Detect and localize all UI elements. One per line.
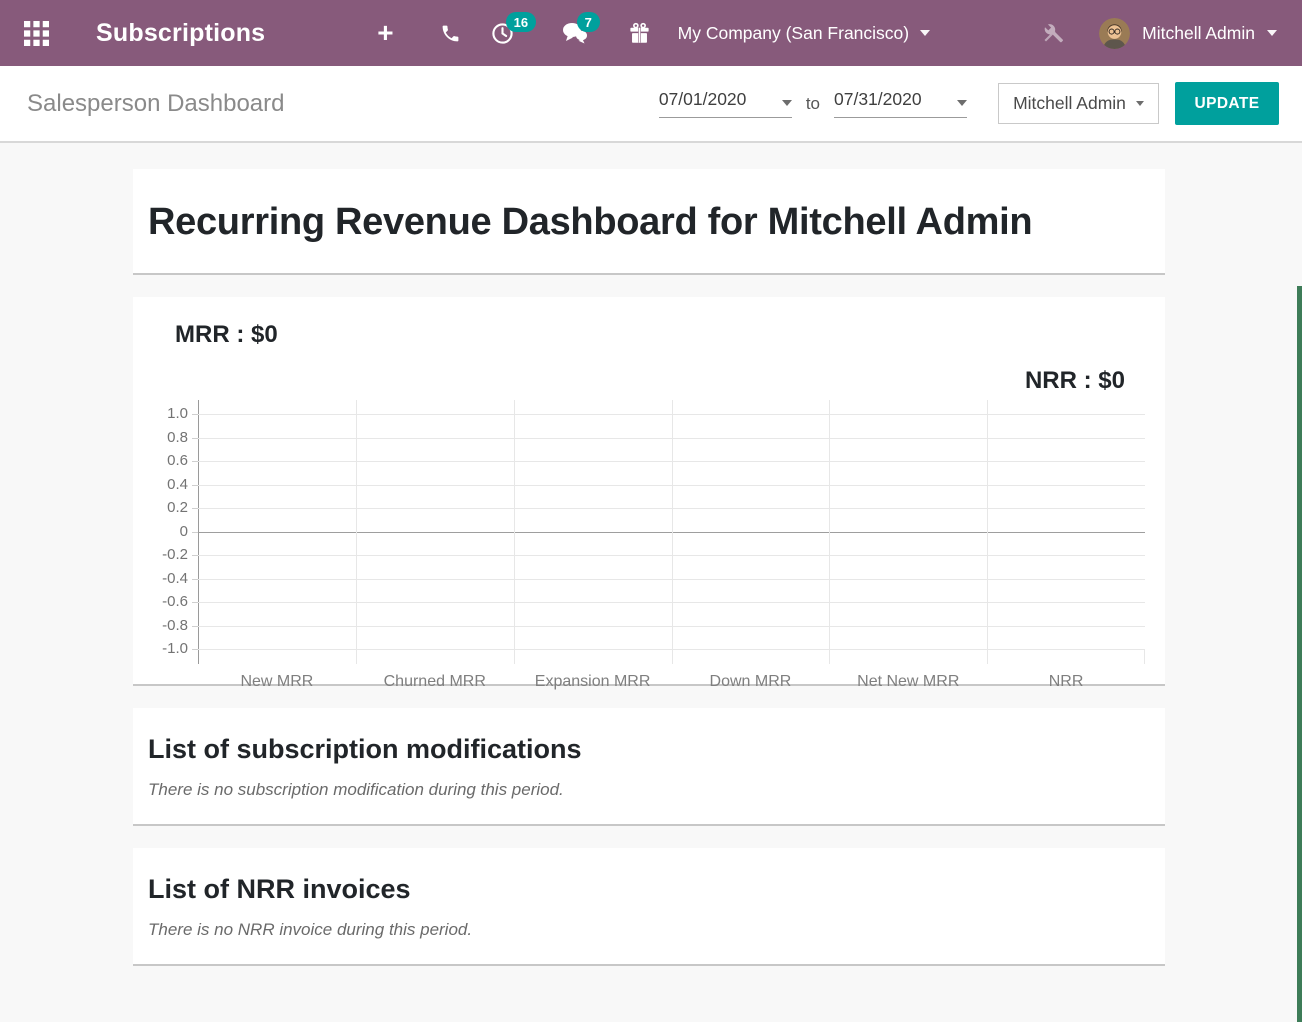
control-panel: Salesperson Dashboard 07/01/2020 to 07/3… xyxy=(0,66,1302,143)
y-tick-mark xyxy=(192,532,198,533)
y-tick-label: 0.6 xyxy=(132,451,188,471)
chevron-down-icon xyxy=(782,100,792,106)
app-name-menu[interactable]: Subscriptions xyxy=(96,19,265,48)
y-tick-label: -0.4 xyxy=(132,569,188,589)
mrr-total-label: MRR : $0 xyxy=(175,321,278,349)
rewards-systray-button[interactable] xyxy=(628,22,651,45)
y-tick-label: -0.2 xyxy=(132,545,188,565)
apps-grid-icon xyxy=(24,21,49,46)
x-gridline xyxy=(356,400,357,664)
y-tick-mark xyxy=(192,602,198,603)
breadcrumb-page-title: Salesperson Dashboard xyxy=(27,90,285,118)
chevron-down-icon xyxy=(1136,101,1144,106)
x-category-label: New MRR xyxy=(240,673,313,691)
y-tick-label: 0.8 xyxy=(132,428,188,448)
top-navbar: Subscriptions + 16 7 My Compan xyxy=(0,0,1302,66)
chevron-down-icon xyxy=(920,30,930,36)
nrr-invoices-section: List of NRR invoices There is no NRR inv… xyxy=(133,848,1165,966)
crossed-tools-icon xyxy=(1041,21,1065,45)
x-outer-tick xyxy=(1144,649,1145,664)
y-tick-mark xyxy=(192,508,198,509)
messages-count-badge: 7 xyxy=(577,12,600,32)
section-title: List of NRR invoices xyxy=(148,874,1150,905)
y-tick-mark xyxy=(192,438,198,439)
y-tick-label: -0.8 xyxy=(132,616,188,636)
section-empty-text: There is no subscription modification du… xyxy=(148,780,1150,800)
y-tick-mark xyxy=(192,461,198,462)
start-date-value: 07/01/2020 xyxy=(659,89,747,110)
x-gridline xyxy=(672,400,673,664)
section-empty-text: There is no NRR invoice during this peri… xyxy=(148,920,1150,940)
end-date-input[interactable]: 07/31/2020 xyxy=(834,89,967,118)
mrr-chart-plot: 1.00.80.60.40.20-0.2-0.4-0.6-0.8-1.0New … xyxy=(198,400,1145,664)
phone-icon xyxy=(440,23,461,44)
y-tick-label: 0.4 xyxy=(132,475,188,495)
company-name: My Company (San Francisco) xyxy=(678,23,909,44)
gift-icon xyxy=(628,22,651,45)
x-gridline xyxy=(829,400,830,664)
x-gridline xyxy=(514,400,515,664)
dashboard-content: Recurring Revenue Dashboard for Mitchell… xyxy=(0,143,1302,1022)
dashboard-heading-card: Recurring Revenue Dashboard for Mitchell… xyxy=(133,169,1165,275)
x-category-label: Down MRR xyxy=(710,673,792,691)
dashboard-heading: Recurring Revenue Dashboard for Mitchell… xyxy=(148,196,1068,248)
messages-systray-button[interactable]: 7 xyxy=(562,22,588,44)
nrr-total-label: NRR : $0 xyxy=(1025,367,1125,395)
end-date-value: 07/31/2020 xyxy=(834,89,922,110)
debug-tools-button[interactable] xyxy=(1041,21,1065,45)
x-category-label: Net New MRR xyxy=(857,673,959,691)
y-tick-label: -1.0 xyxy=(132,639,188,659)
x-gridline xyxy=(987,400,988,664)
date-range-to-label: to xyxy=(806,94,820,114)
apps-menu-icon[interactable] xyxy=(24,21,49,46)
y-tick-mark xyxy=(192,414,198,415)
update-button[interactable]: UPDATE xyxy=(1175,82,1279,125)
subscription-modifications-section: List of subscription modifications There… xyxy=(133,708,1165,826)
user-avatar xyxy=(1099,18,1130,49)
right-edge-strip xyxy=(1297,286,1302,1022)
start-date-input[interactable]: 07/01/2020 xyxy=(659,89,792,118)
user-menu[interactable]: Mitchell Admin xyxy=(1099,18,1277,49)
y-tick-mark xyxy=(192,555,198,556)
x-category-label: Churned MRR xyxy=(384,673,486,691)
dashboard-filters: 07/01/2020 to 07/31/2020 Mitchell Admin … xyxy=(659,82,1279,125)
x-category-label: NRR xyxy=(1049,673,1084,691)
salesperson-selected-value: Mitchell Admin xyxy=(1013,93,1126,114)
voip-phone-button[interactable] xyxy=(440,23,461,44)
activities-systray-button[interactable]: 16 xyxy=(491,22,514,45)
x-category-label: Expansion MRR xyxy=(535,673,651,691)
company-switcher-menu[interactable]: My Company (San Francisco) xyxy=(678,23,930,44)
user-name: Mitchell Admin xyxy=(1142,23,1255,44)
chevron-down-icon xyxy=(957,100,967,106)
section-title: List of subscription modifications xyxy=(148,734,1150,765)
y-tick-label: 1.0 xyxy=(132,404,188,424)
y-tick-label: -0.6 xyxy=(132,592,188,612)
y-tick-mark xyxy=(192,649,198,650)
y-tick-mark xyxy=(192,579,198,580)
activities-count-badge: 16 xyxy=(506,12,536,32)
y-tick-label: 0 xyxy=(132,522,188,542)
y-tick-mark xyxy=(192,485,198,486)
mrr-nrr-chart-card: MRR : $0 NRR : $0 1.00.80.60.40.20-0.2-0… xyxy=(133,297,1165,686)
chevron-down-icon xyxy=(1267,30,1277,36)
y-tick-label: 0.2 xyxy=(132,498,188,518)
quick-create-plus-icon[interactable]: + xyxy=(377,19,393,47)
salesperson-select[interactable]: Mitchell Admin xyxy=(998,83,1159,124)
y-tick-mark xyxy=(192,626,198,627)
